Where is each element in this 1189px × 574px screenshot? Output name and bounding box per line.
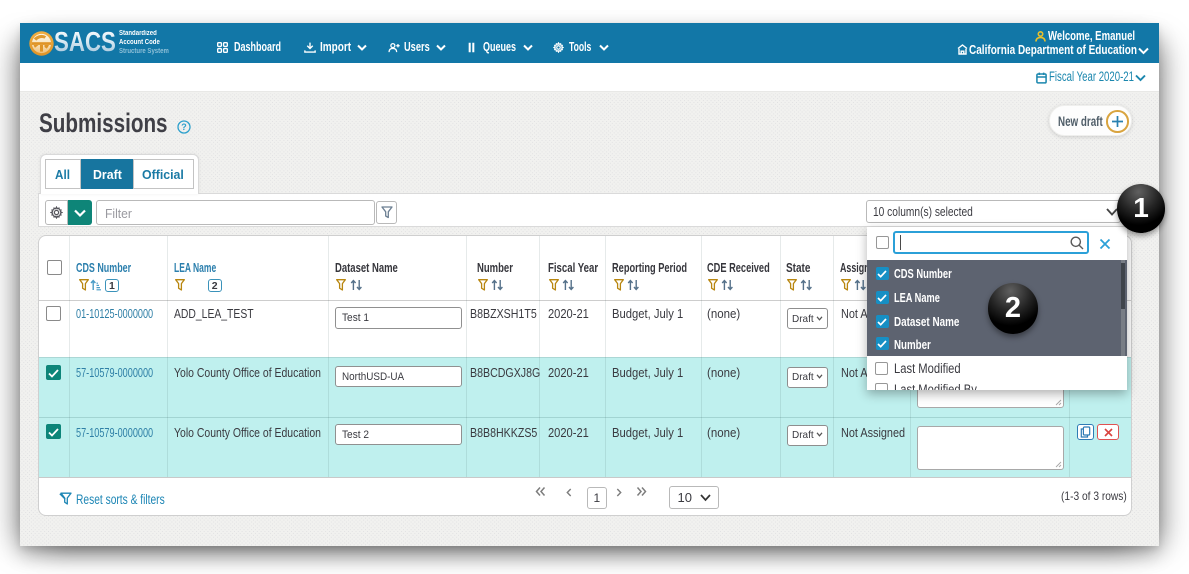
svg-text:?: ? [181, 122, 187, 132]
